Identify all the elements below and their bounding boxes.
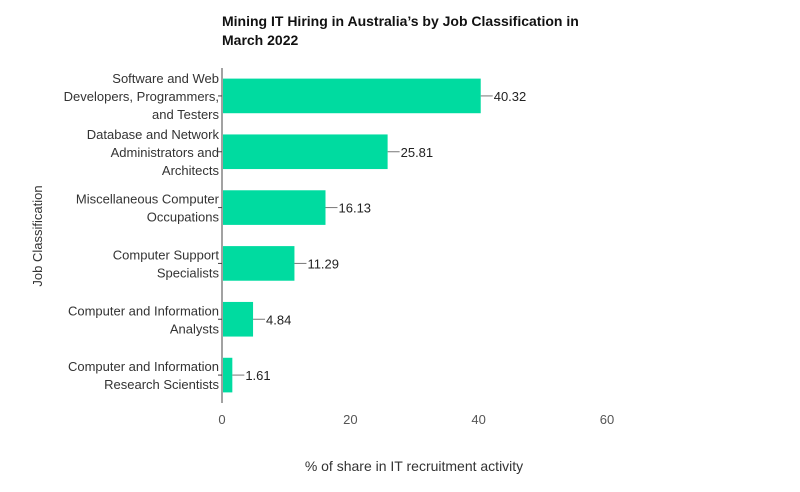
x-tick-label-0: 0 <box>218 412 225 427</box>
bar-5 <box>223 357 233 393</box>
y-tick-label-4: Computer and Information Analysts <box>68 303 220 336</box>
y-tick-label-3: Computer Support Specialists <box>113 247 220 280</box>
data-label-2: 16.13 <box>339 201 372 216</box>
data-label-3: 11.29 <box>307 256 339 271</box>
y-axis-title: Job Classification <box>30 185 45 286</box>
x-tick-label-1: 20 <box>343 412 357 427</box>
data-label-5: 1.61 <box>245 368 270 383</box>
bar-1 <box>223 134 388 170</box>
y-tick-label-0: Software and Web Developers, Programmers,… <box>64 71 220 122</box>
bar-2 <box>223 190 326 225</box>
bar-3 <box>223 246 295 281</box>
bar-4 <box>223 301 254 337</box>
chart-title-line-2: March 2022 <box>222 32 298 48</box>
data-label-1: 25.81 <box>401 145 434 160</box>
data-label-0: 40.32 <box>494 89 527 104</box>
y-tick-label-2: Miscellaneous Computer Occupations <box>76 192 220 225</box>
data-label-4: 4.84 <box>266 312 291 327</box>
x-axis-title: % of share in IT recruitment activity <box>305 458 523 474</box>
x-tick-label-3: 60 <box>600 412 614 427</box>
bar-0 <box>223 78 481 114</box>
chart-title: Mining IT Hiring in Australia’s by Job C… <box>222 13 579 48</box>
y-tick-label-5: Computer and Information Research Scienti… <box>68 359 220 392</box>
x-tick-label-2: 40 <box>471 412 485 427</box>
y-tick-label-1: Database and Network Administrators and Ar… <box>87 127 220 178</box>
plot-area: 40.32 Software and Web Developers, Program… <box>64 68 614 427</box>
chart-title-line-1: Mining IT Hiring in Australia’s by Job C… <box>222 13 579 29</box>
